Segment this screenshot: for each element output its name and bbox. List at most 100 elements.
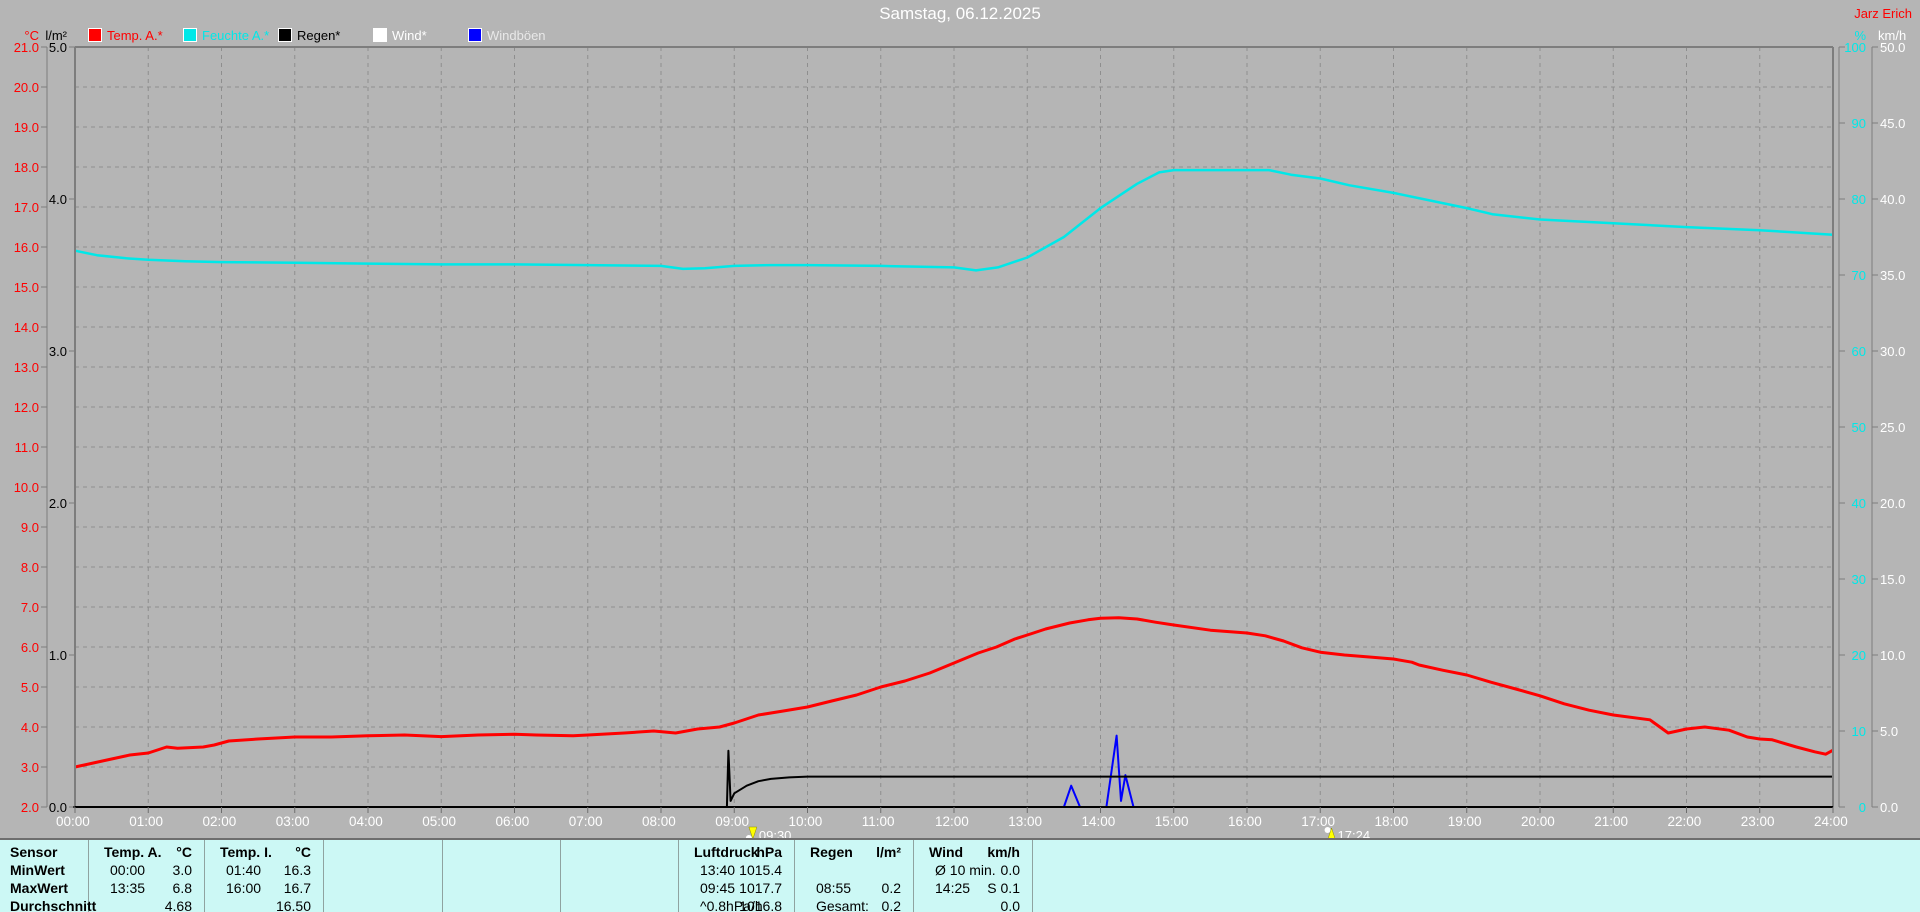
table-col-name: Temp. I. (220, 844, 272, 860)
legend-label: Regen* (297, 27, 341, 43)
table-separator (88, 840, 89, 912)
table-col-name: Temp. A. (104, 844, 162, 860)
time-axis-label: 15:00 (1154, 814, 1189, 829)
wind-axis-tick-label: 25.0 (1880, 420, 1906, 435)
time-axis-label: 04:00 (349, 814, 383, 829)
wind-axis-tick-label: 0.0 (1880, 800, 1899, 815)
curve-windb-en (75, 734, 1833, 808)
legend-item-windböen[interactable]: Windböen (468, 28, 546, 42)
temp-axis-tick-label: 10.0 (13, 480, 39, 495)
table-col-unit: l/m² (876, 844, 901, 860)
hum-axis-tick-label: 90 (1851, 116, 1866, 131)
temp-axis-tick-label: 18.0 (13, 160, 39, 175)
legend-swatch (468, 28, 482, 42)
legend-item-temp-a-[interactable]: Temp. A.* (88, 28, 163, 42)
rain-axis-tick-label: 1.0 (48, 648, 67, 663)
wind-axis-tick-label: 10.0 (1880, 648, 1906, 663)
wind-axis-unit: km/h (1878, 28, 1907, 43)
time-axis-label: 01:00 (129, 814, 164, 829)
table-cell-value: 16.3 (283, 862, 311, 878)
legend-label: Wind* (392, 27, 427, 43)
wind-axis-tick-label: 15.0 (1880, 572, 1906, 587)
legend-swatch (373, 28, 387, 42)
legend-item-regen-[interactable]: Regen* (278, 28, 340, 42)
temp-axis-tick-label: 4.0 (20, 720, 39, 735)
hum-axis-tick-label: 50 (1851, 420, 1866, 435)
time-axis-label: 06:00 (495, 814, 530, 829)
time-axis-label: 14:00 (1081, 814, 1116, 829)
table-cell-value: 6.8 (172, 880, 192, 896)
rain-axis-tick-label: 3.0 (48, 344, 67, 359)
table-cell-value: 16.7 (283, 880, 311, 896)
table-row-label: Sensor (10, 844, 58, 860)
table-cell-time: ^0.8hPa/h (700, 898, 763, 912)
wind-axis-tick-label: 45.0 (1880, 116, 1906, 131)
table-cell-time: 16:00 (226, 880, 262, 896)
hum-axis-tick-label: 10 (1851, 724, 1866, 739)
table-separator (560, 840, 561, 912)
table-cell-value: 4.68 (164, 898, 192, 912)
table-col-name: Wind (929, 844, 964, 860)
table-cell-value: S 0.1 (987, 880, 1020, 896)
rain-axis-unit: l/m² (45, 28, 67, 43)
legend-label: Temp. A.* (107, 27, 163, 43)
table-cell-value: 1015.4 (739, 862, 782, 878)
time-axis-label: 13:00 (1008, 814, 1043, 829)
table-cell-time: 08:55 (816, 880, 852, 896)
legend-label: Feuchte A.* (202, 27, 270, 43)
table-cell-time: 13:35 (110, 880, 146, 896)
wind-axis-tick-label: 40.0 (1880, 192, 1906, 207)
temp-axis-tick-label: 2.0 (20, 800, 39, 815)
table-separator (442, 840, 443, 912)
temp-axis-tick-label: 12.0 (13, 400, 39, 415)
time-axis-label: 12:00 (935, 814, 969, 829)
temp-axis-tick-label: 20.0 (13, 80, 39, 95)
hum-axis-tick-label: 30 (1851, 572, 1866, 587)
time-axis-label: 02:00 (202, 814, 237, 829)
temp-axis-tick-label: 11.0 (14, 440, 39, 455)
temp-axis-tick-label: 15.0 (13, 280, 39, 295)
wind-axis-tick-label: 5.0 (1880, 724, 1899, 739)
table-separator (794, 840, 795, 912)
time-axis-label: 22:00 (1667, 814, 1702, 829)
time-axis-label: 23:00 (1740, 814, 1775, 829)
legend-item-feuchte-a-[interactable]: Feuchte A.* (183, 28, 269, 42)
table-cell-time: 13:40 (700, 862, 736, 878)
table-col-unit: °C (295, 844, 311, 860)
rain-axis-tick-label: 5.0 (48, 40, 67, 55)
table-cell-time: 09:45 (700, 880, 736, 896)
temp-axis-tick-label: 6.0 (20, 640, 39, 655)
sunrise-icon (748, 826, 758, 840)
legend-swatch (278, 28, 292, 42)
legend-swatch (183, 28, 197, 42)
table-cell-value: 1017.7 (739, 880, 782, 896)
table-col-unit: °C (176, 844, 192, 860)
time-axis-label: 18:00 (1374, 814, 1409, 829)
table-separator (204, 840, 205, 912)
time-axis-label: 09:00 (715, 814, 750, 829)
table-separator (1032, 840, 1033, 912)
table-col-name: Luftdruck (694, 844, 759, 860)
temp-axis-tick-label: 5.0 (20, 680, 39, 695)
table-col-unit: hPa (756, 844, 782, 860)
time-axis-label: 03:00 (275, 814, 310, 829)
table-cell-time: Ø 10 min. (935, 862, 996, 878)
time-axis-label: 05:00 (422, 814, 457, 829)
temp-axis-tick-label: 21.0 (13, 40, 39, 55)
table-cell-value: 0.2 (881, 898, 901, 912)
curve-feuchte-a- (74, 168, 1834, 272)
time-axis-label: 10:00 (788, 814, 823, 829)
temp-axis-tick-label: 3.0 (20, 760, 39, 775)
wind-axis-tick-label: 20.0 (1880, 496, 1906, 511)
time-axis-label: 11:00 (861, 814, 895, 829)
time-axis-label: 00:00 (56, 814, 90, 829)
wind-axis-tick-label: 50.0 (1880, 40, 1906, 55)
wind-axis-tick-label: 30.0 (1880, 344, 1906, 359)
time-axis-label: 07:00 (568, 814, 603, 829)
table-row-label: MaxWert (10, 880, 69, 896)
table-cell-value: 0.0 (1000, 862, 1020, 878)
table-cell-time: 00:00 (110, 862, 146, 878)
legend-item-wind-[interactable]: Wind* (373, 28, 427, 42)
